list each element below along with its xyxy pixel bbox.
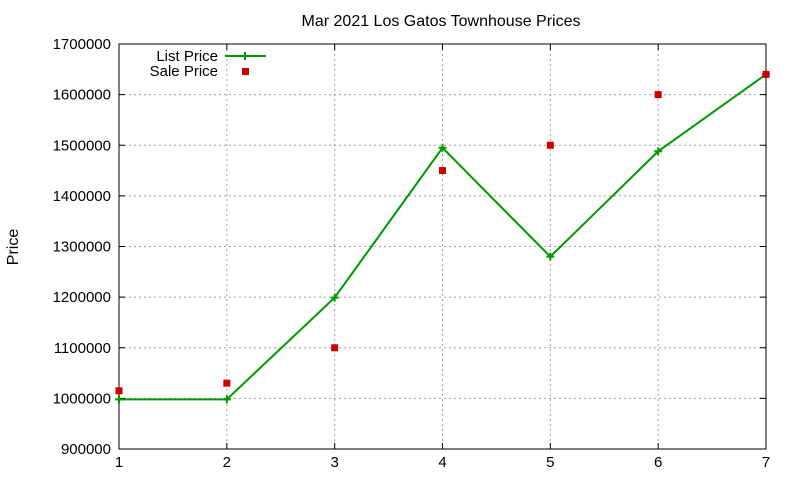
axis-ticks: 900000 1000000 1100000 1200000 1300000 140000… bbox=[53, 36, 771, 471]
data-point-square bbox=[223, 379, 231, 387]
x-tick-label: 6 bbox=[654, 454, 662, 471]
legend-label-list-price: List Price bbox=[156, 48, 218, 65]
grid bbox=[119, 44, 766, 449]
data-point-square bbox=[546, 141, 554, 149]
data-point-square bbox=[439, 167, 446, 175]
y-tick-label: 1500000 bbox=[53, 137, 111, 154]
data-point-plus bbox=[546, 252, 555, 261]
x-tick-label: 3 bbox=[330, 454, 338, 471]
y-tick-label: 900000 bbox=[61, 441, 111, 458]
legend-label-sale-price: Sale Price bbox=[150, 63, 218, 80]
legend: List Price Sale Price bbox=[150, 48, 266, 80]
x-tick-label: 1 bbox=[115, 454, 123, 471]
data-point-plus bbox=[330, 293, 339, 302]
x-tick-label: 7 bbox=[762, 454, 770, 471]
series-sale-price bbox=[115, 70, 770, 395]
y-tick-label: 1600000 bbox=[53, 87, 111, 104]
data-point-plus bbox=[654, 147, 663, 156]
x-tick-label: 5 bbox=[546, 454, 554, 471]
data-point-square bbox=[331, 344, 339, 352]
data-point-plus bbox=[438, 143, 447, 152]
y-tick-label: 1700000 bbox=[53, 36, 111, 53]
y-tick-label: 1300000 bbox=[53, 239, 111, 256]
y-tick-label: 1200000 bbox=[53, 289, 111, 306]
data-point-plus bbox=[222, 395, 231, 404]
data-point-square bbox=[654, 91, 662, 99]
y-axis-label: Price bbox=[5, 229, 22, 266]
series bbox=[115, 70, 770, 404]
y-tick-label: 1000000 bbox=[53, 390, 111, 407]
data-point-square bbox=[762, 70, 770, 78]
legend-marker-sale-price bbox=[242, 68, 249, 75]
y-tick-label: 1400000 bbox=[53, 188, 111, 205]
x-tick-label: 2 bbox=[223, 454, 231, 471]
legend-marker-list-price bbox=[241, 52, 249, 60]
data-point-square bbox=[115, 387, 123, 395]
y-tick-label: 1100000 bbox=[54, 340, 111, 357]
chart-title: Mar 2021 Los Gatos Townhouse Prices bbox=[302, 13, 581, 30]
x-tick-label: 4 bbox=[438, 454, 446, 471]
data-point-plus bbox=[115, 395, 123, 404]
